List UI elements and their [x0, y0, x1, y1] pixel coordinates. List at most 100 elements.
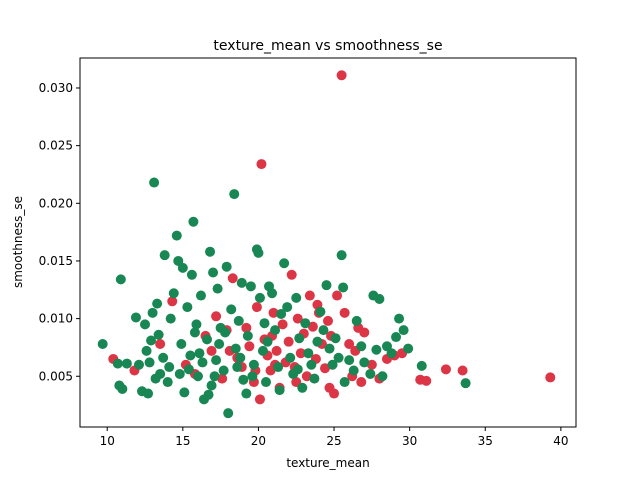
- data-point: [457, 365, 468, 376]
- data-point: [339, 377, 350, 388]
- data-point: [391, 332, 402, 343]
- data-point: [365, 368, 376, 379]
- data-point: [121, 358, 132, 369]
- data-point: [304, 290, 315, 301]
- data-point: [253, 247, 264, 258]
- data-point: [291, 292, 302, 303]
- data-point: [214, 338, 225, 349]
- data-point: [177, 262, 188, 273]
- data-point: [303, 348, 314, 359]
- y-tick-label: 0.020: [39, 196, 73, 210]
- data-point: [226, 304, 237, 315]
- data-point: [270, 325, 281, 336]
- data-point: [254, 292, 265, 303]
- data-point: [279, 258, 290, 269]
- data-point: [300, 318, 311, 329]
- data-point: [261, 377, 271, 388]
- x-tick-label: 40: [553, 434, 568, 448]
- data-point: [229, 189, 240, 200]
- data-point: [241, 322, 252, 333]
- data-point: [211, 311, 222, 322]
- y-tick-label: 0.005: [39, 369, 73, 383]
- data-point: [133, 359, 144, 370]
- data-point: [245, 281, 256, 292]
- data-point: [167, 296, 178, 307]
- data-point: [271, 345, 282, 356]
- data-point: [421, 375, 432, 386]
- data-point: [140, 319, 151, 330]
- data-point: [276, 308, 287, 319]
- data-point: [149, 177, 160, 188]
- data-point: [332, 290, 343, 301]
- plot-frame: [79, 57, 577, 428]
- data-point: [333, 352, 344, 363]
- data-point: [336, 70, 347, 81]
- data-point: [203, 389, 214, 400]
- data-point: [168, 288, 179, 299]
- data-point: [273, 362, 284, 373]
- data-point: [152, 298, 163, 309]
- data-point: [336, 250, 347, 261]
- plot-area: [97, 70, 556, 419]
- data-point: [247, 371, 258, 382]
- data-point: [295, 348, 306, 359]
- data-point: [241, 388, 252, 399]
- y-axis-label: smoothness_se: [11, 196, 25, 288]
- data-point: [348, 365, 359, 376]
- data-point: [115, 274, 126, 285]
- data-point: [545, 372, 556, 383]
- data-point: [242, 330, 253, 341]
- data-point: [232, 362, 243, 373]
- data-point: [197, 357, 208, 368]
- data-point: [171, 230, 182, 241]
- x-tick-label: 15: [175, 434, 190, 448]
- data-point: [294, 333, 305, 344]
- data-point: [374, 294, 385, 304]
- x-axis: 10 15 20 25 30 35 40: [100, 427, 569, 448]
- data-point: [238, 374, 249, 385]
- data-point: [315, 306, 326, 317]
- data-point: [282, 302, 293, 313]
- data-point: [202, 334, 213, 345]
- data-point: [183, 364, 194, 375]
- data-point: [147, 307, 158, 318]
- data-point: [327, 359, 338, 370]
- data-point: [141, 345, 152, 356]
- data-point: [277, 319, 288, 330]
- data-point: [267, 288, 278, 299]
- data-point: [218, 365, 229, 376]
- data-point: [176, 338, 187, 349]
- data-point: [146, 335, 157, 346]
- data-point: [192, 371, 203, 382]
- data-point: [274, 385, 285, 396]
- data-point: [356, 341, 367, 352]
- x-tick-label: 10: [100, 434, 115, 448]
- data-point: [259, 318, 270, 329]
- data-point: [189, 327, 200, 338]
- data-point: [230, 343, 241, 354]
- data-point: [356, 377, 367, 388]
- data-point: [143, 388, 154, 399]
- data-point: [394, 313, 405, 324]
- data-point: [351, 315, 362, 326]
- y-axis: 0.005 0.010 0.015 0.020 0.025 0.030: [39, 81, 80, 383]
- data-point: [319, 363, 330, 374]
- data-point: [268, 307, 279, 318]
- data-point: [179, 387, 190, 398]
- y-tick-label: 0.010: [39, 312, 73, 326]
- data-point: [162, 377, 173, 388]
- data-point: [359, 357, 370, 368]
- data-point: [158, 352, 169, 363]
- x-tick-label: 25: [326, 434, 341, 448]
- data-point: [205, 246, 216, 257]
- data-point: [297, 382, 308, 393]
- data-point: [153, 329, 164, 340]
- data-point: [220, 327, 231, 338]
- data-point: [221, 261, 232, 272]
- data-point: [416, 360, 427, 371]
- data-point: [324, 343, 335, 354]
- data-point: [292, 364, 303, 375]
- chart-title: texture_mean vs smoothness_se: [213, 38, 442, 54]
